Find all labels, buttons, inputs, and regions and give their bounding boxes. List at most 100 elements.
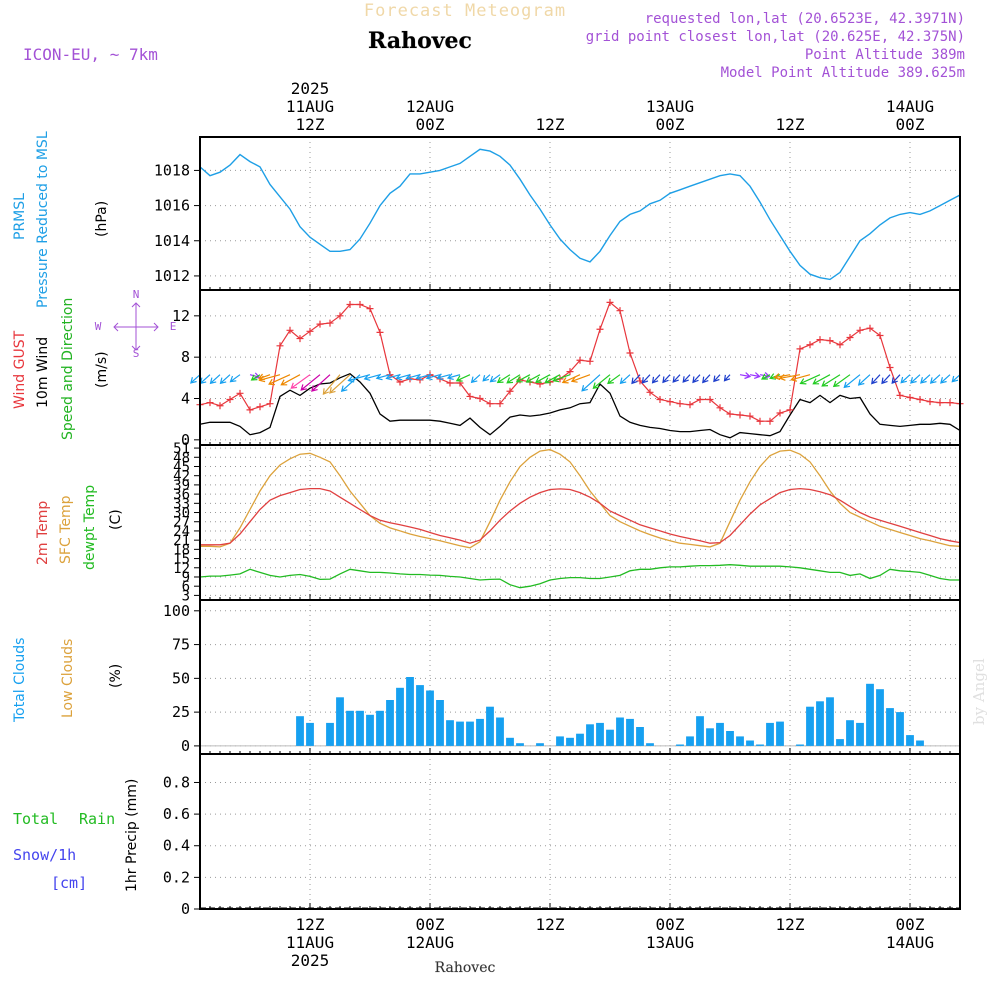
gust-point (536, 380, 544, 388)
y-tick-label: 0.2 (163, 868, 190, 886)
cloud-bar (616, 717, 624, 746)
clouds-unit-label: (%) (108, 664, 124, 688)
wind-direction-arrow (455, 374, 471, 382)
bottom-time-label: 11AUG (286, 933, 334, 952)
cloud-bar (796, 744, 804, 746)
gust-point (936, 399, 944, 407)
snow-unit-label: [cm] (51, 874, 87, 892)
cloud-bar (306, 722, 314, 746)
wind-direction-arrow (702, 374, 711, 384)
wind-direction-arrow (395, 373, 411, 381)
y-tick-label: 0.6 (163, 805, 190, 823)
wind-direction-arrow (290, 374, 311, 389)
gust-point (896, 391, 904, 399)
wind-speed-series-line (199, 372, 961, 439)
wind-direction-arrow (739, 372, 752, 380)
low-clouds-label: Low Clouds (60, 639, 76, 718)
clouds-panel: 0 25 50 75 100 (163, 599, 961, 755)
wind-direction-arrow (415, 373, 431, 381)
chart-title: Forecast Meteogram (364, 1, 566, 21)
top-time-label: 00Z (416, 115, 445, 134)
top-time-label: 2025 (291, 79, 330, 98)
wind-direction-arrow (871, 374, 881, 385)
bottom-time-label: 00Z (416, 915, 445, 934)
gust-point (256, 403, 264, 411)
wind-direction-arrow (790, 374, 811, 382)
gust-point (886, 364, 894, 371)
wind-direction-arrow (581, 374, 601, 392)
wind-direction-arrow (619, 374, 631, 385)
cloud-bar (576, 733, 584, 746)
wind-direction-arrow (300, 374, 321, 391)
wind-direction-arrow (425, 373, 441, 381)
wind-direction-arrow (329, 374, 351, 394)
gust-point (766, 417, 774, 425)
wind-direction-arrow (561, 374, 581, 384)
bottom-time-label: 12Z (776, 915, 805, 934)
precip-rain-label: Rain (79, 810, 115, 828)
cloud-bar (826, 697, 834, 746)
gust-point (376, 328, 384, 336)
cloud-bar (866, 683, 874, 746)
y-tick-label: 1018 (154, 161, 190, 179)
wind-direction-arrow (322, 374, 341, 396)
gust-point (716, 404, 724, 412)
cloud-bar (836, 739, 844, 746)
gust-point (306, 327, 314, 335)
top-time-label: 00Z (896, 115, 925, 134)
y-tick-label: 8 (181, 348, 190, 366)
cloud-bar (426, 690, 434, 746)
compass-cross-icon (113, 302, 159, 351)
cloud-bar (586, 724, 594, 746)
wind-direction-arrow (489, 374, 501, 383)
compass-rose: N W E S (95, 288, 177, 360)
wind-direction-arrow (515, 374, 531, 383)
wind-direction-arrow (607, 374, 621, 385)
cloud-bar (846, 720, 854, 746)
wind-direction-arrow (672, 374, 681, 383)
cloud-bar (596, 722, 604, 746)
cloud-bar (366, 714, 374, 746)
y-tick-label: 1016 (154, 197, 190, 215)
cloud-bar (686, 736, 694, 746)
gust-point (226, 396, 234, 404)
gust-point (646, 388, 654, 396)
wind-direction-arrow (951, 374, 961, 383)
cloud-bar (376, 710, 384, 746)
wind-direction-arrow (446, 373, 461, 380)
gust-point (596, 325, 604, 333)
gust-point (446, 379, 454, 387)
bottom-time-label: 12Z (536, 915, 565, 934)
bottom-time-label: 00Z (656, 915, 685, 934)
y-tick-label: 1014 (154, 232, 190, 250)
wind-direction-label: Speed and Direction (60, 298, 76, 440)
top-time-label: 00Z (656, 115, 685, 134)
top-time-label: 12Z (296, 115, 325, 134)
gust-point (586, 357, 594, 365)
wind-direction-arrow (544, 374, 561, 384)
cloud-bar (676, 744, 684, 746)
cloud-bar (816, 701, 824, 746)
top-time-label: 11AUG (286, 97, 334, 116)
cloud-bar (396, 687, 404, 746)
cloud-bar (636, 727, 644, 746)
gust-point (926, 398, 934, 406)
cloud-bar (406, 677, 414, 746)
wind-direction-arrow (363, 374, 381, 381)
y-tick-label: 0.8 (163, 773, 190, 791)
y-tick-label: 18 (173, 542, 190, 558)
wind-direction-arrow (470, 374, 481, 384)
cloud-bar (806, 706, 814, 746)
top-time-label: 12Z (536, 115, 565, 134)
cloud-bar (706, 728, 714, 746)
wind-direction-arrow (311, 374, 331, 392)
wind-direction-arrow (592, 374, 611, 389)
cloud-bar (716, 722, 724, 746)
bottom-time-label: 14AUG (886, 933, 934, 952)
y-tick-label: 25 (172, 703, 190, 721)
compass-w: W (95, 320, 102, 333)
cloud-bar (756, 744, 764, 746)
wind-10m-label: 10m Wind (35, 337, 51, 408)
y-tick-label: 12 (172, 307, 190, 325)
wind-direction-arrow (662, 374, 671, 384)
